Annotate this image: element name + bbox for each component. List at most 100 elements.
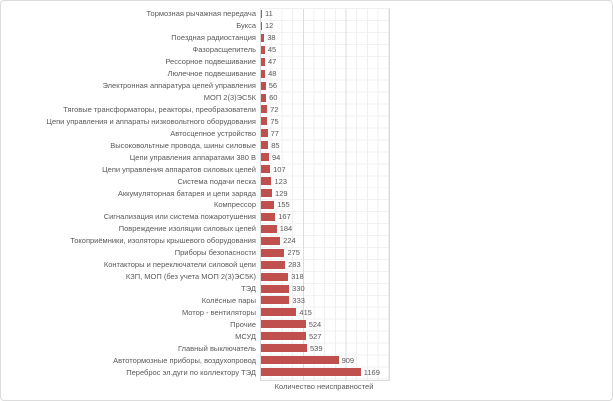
bar — [261, 248, 285, 257]
category-label: Цепи управления и аппараты низковольтног… — [46, 116, 256, 126]
value-label: 527 — [308, 331, 322, 341]
category-label: Контакторы и переключатели силовой цепи — [103, 260, 256, 270]
plot-area-gridlines — [260, 8, 390, 381]
value-label: 155 — [277, 200, 290, 210]
bar-cell: 47 — [261, 56, 276, 68]
value-label: 48 — [268, 69, 277, 79]
bar — [261, 344, 307, 353]
category-label: КЗП, МОП (без учета МОП 2(3)ЭС5К) — [125, 272, 256, 282]
value-label: 72 — [270, 104, 279, 114]
value-label: 94 — [272, 152, 281, 162]
bar — [261, 177, 272, 186]
category-label: Люлечное подвешивание — [167, 69, 256, 79]
bar-row: МСУД 527 — [1, 330, 612, 342]
bar — [261, 9, 262, 18]
value-label: 283 — [288, 260, 301, 270]
bar-cell: 107 — [261, 163, 286, 175]
bar-cell: 318 — [261, 271, 304, 283]
category-label: Система подачи песка — [177, 176, 256, 186]
value-label: 107 — [273, 164, 286, 174]
category-label: Поездная радиостанция — [171, 33, 256, 43]
bar-row: МОП 2(3)ЭС5К 60 — [1, 92, 612, 104]
bar-cell: 56 — [261, 80, 277, 92]
bar-cell: 38 — [261, 32, 276, 44]
bar-row: Система подачи песка 123 — [1, 175, 612, 187]
bar-row: Приборы безопасности 275 — [1, 247, 612, 259]
bar — [261, 224, 277, 233]
category-label: Аккумуляторная батарея и цепи заряда — [117, 188, 256, 198]
bar-row: ТЭД 330 — [1, 283, 612, 295]
value-label: 85 — [271, 140, 280, 150]
bar-cell: 45 — [261, 44, 276, 56]
bar — [261, 332, 306, 341]
bar-cell: 60 — [261, 92, 277, 104]
bar — [261, 308, 297, 317]
value-label: 75 — [270, 116, 279, 126]
category-label: Электронная аппаратура цепей управления — [102, 81, 256, 91]
category-label: Компрессор — [213, 200, 256, 210]
value-label: 45 — [267, 45, 277, 55]
bar — [261, 141, 269, 150]
bar — [261, 189, 272, 198]
bar-cell: 539 — [261, 342, 323, 354]
value-label: 275 — [287, 248, 300, 258]
category-label: Цепи управления аппаратами 380 В — [129, 152, 256, 162]
bar-cell: 85 — [261, 139, 280, 151]
bar — [261, 21, 263, 30]
value-label: 909 — [341, 355, 355, 365]
bar-cell: 94 — [261, 151, 280, 163]
value-label: 1169 — [363, 367, 380, 377]
bar-row: Колёсные пары 333 — [1, 295, 612, 307]
bar-row: Тяговые трансформаторы, реакторы, преобр… — [1, 104, 612, 116]
category-label: Букса — [236, 21, 256, 31]
bar-row: Цепи управления аппаратов силовых цепей 1… — [1, 163, 612, 175]
bar — [261, 129, 268, 138]
category-label: Высоковольтные провода, шины силовые — [110, 140, 256, 150]
value-label: 224 — [283, 236, 296, 246]
bar-cell: 527 — [261, 330, 321, 342]
value-label: 56 — [268, 81, 278, 91]
value-label: 167 — [278, 212, 291, 222]
category-label: Тормозная рычажная передача — [146, 9, 256, 19]
bar-cell: 909 — [261, 354, 354, 366]
category-label: Автотормозные приборы, воздухопровод — [113, 355, 256, 365]
bar-row: Тормозная рычажная передача 11 — [1, 8, 612, 20]
bar-cell: 330 — [261, 283, 305, 295]
bar-cell: 184 — [261, 223, 292, 235]
bar-cell: 129 — [261, 187, 288, 199]
bar — [261, 81, 266, 90]
value-label: 38 — [267, 33, 276, 43]
bar-cell: 167 — [261, 211, 291, 223]
bar-cell: 1169 — [261, 366, 380, 378]
bar-cell: 224 — [261, 235, 296, 247]
category-label: Тяговые трансформаторы, реакторы, преобр… — [63, 104, 256, 114]
bar-cell: 12 — [261, 20, 273, 32]
category-label: Мотор - вентиляторы — [181, 307, 256, 317]
bar — [261, 45, 265, 54]
bar — [261, 356, 339, 365]
bar — [261, 117, 268, 126]
bar — [261, 212, 276, 221]
bar-row: КЗП, МОП (без учета МОП 2(3)ЭС5К) 318 — [1, 271, 612, 283]
bar — [261, 272, 289, 281]
x-axis-title: Количество неисправностей — [274, 382, 374, 391]
bar-row: Прочие 524 — [1, 318, 612, 330]
bar-row: Люлечное подвешивание 48 — [1, 68, 612, 80]
category-label: Цепи управления аппаратов силовых цепей — [102, 164, 256, 174]
bar — [261, 33, 265, 42]
value-label: 129 — [275, 188, 288, 198]
bar-row: Фазорасщепитель 45 — [1, 44, 612, 56]
category-label: МОП 2(3)ЭС5К — [203, 93, 256, 103]
bar — [261, 153, 270, 162]
bar-cell: 123 — [261, 175, 287, 187]
bar-row: Токоприёмники, изоляторы крышевого обору… — [1, 235, 612, 247]
value-label: 333 — [292, 295, 305, 305]
bar — [261, 69, 266, 78]
value-label: 12 — [265, 21, 274, 31]
bar-cell: 283 — [261, 259, 301, 271]
bar-cell: 77 — [261, 127, 279, 139]
bar-cell: 524 — [261, 318, 321, 330]
category-label: МСУД — [235, 331, 256, 341]
bar-row: Переброс эл.дуги по коллектору ТЭД 1169 — [1, 366, 612, 378]
